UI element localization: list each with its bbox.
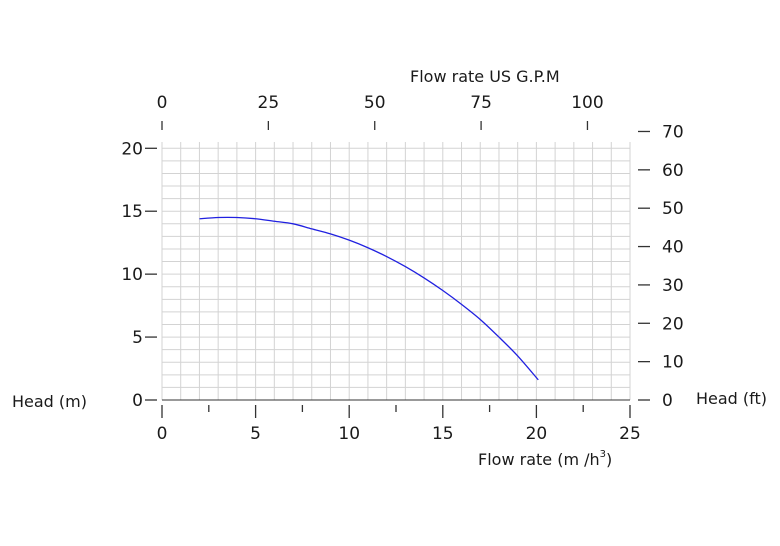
bottom-axis-tick-label: 25 [619,424,641,444]
left-axis-title: Head (m) [12,392,87,411]
bottom-axis-tick-label: 5 [250,424,261,444]
bottom-axis-tick-label: 20 [526,424,548,444]
bottom-axis-tick-label: 0 [157,424,168,444]
bottom-axis-title: Flow rate (m /h3) [478,449,612,469]
left-axis-tick-label: 15 [121,202,143,222]
left-axis-tick-label: 0 [132,391,143,411]
top-axis-tick-label: 25 [258,93,280,113]
tick-marks [145,121,650,418]
right-axis-tick-label: 40 [662,238,684,258]
bottom-axis-tick-label: 10 [338,424,360,444]
top-axis-title: Flow rate US G.P.M [410,67,560,86]
right-axis-tick-label: 10 [662,353,684,373]
left-axis-tick-label: 20 [121,139,143,159]
right-axis-tick-label: 70 [662,122,684,142]
right-axis-tick-label: 50 [662,199,684,219]
left-axis-tick-label: 5 [132,328,143,348]
tick-labels: 0 5 10 15 20 25 0 25 50 75 100 0 5 10 15 20 0 10 20 30 40 50 6… [121,93,683,444]
bottom-axis-title-end: ) [606,450,612,469]
series-line [199,216,539,381]
bottom-axis-title-main: Flow rate (m /h [478,450,600,469]
top-axis-tick-label: 100 [571,93,603,113]
right-axis-tick-label: 60 [662,161,684,181]
left-axis-tick-label: 10 [121,265,143,285]
right-axis-tick-label: 20 [662,314,684,334]
right-axis-tick-label: 30 [662,276,684,296]
bottom-axis-tick-label: 15 [432,424,454,444]
right-axis-tick-label: 0 [662,391,673,411]
top-axis-tick-label: 0 [157,93,168,113]
right-axis-title: Head (ft) [696,389,767,408]
bottom-axis-title-sup: 3 [600,449,606,460]
top-axis-tick-label: 75 [470,93,492,113]
top-axis-tick-label: 50 [364,93,386,113]
grid [161,142,631,401]
